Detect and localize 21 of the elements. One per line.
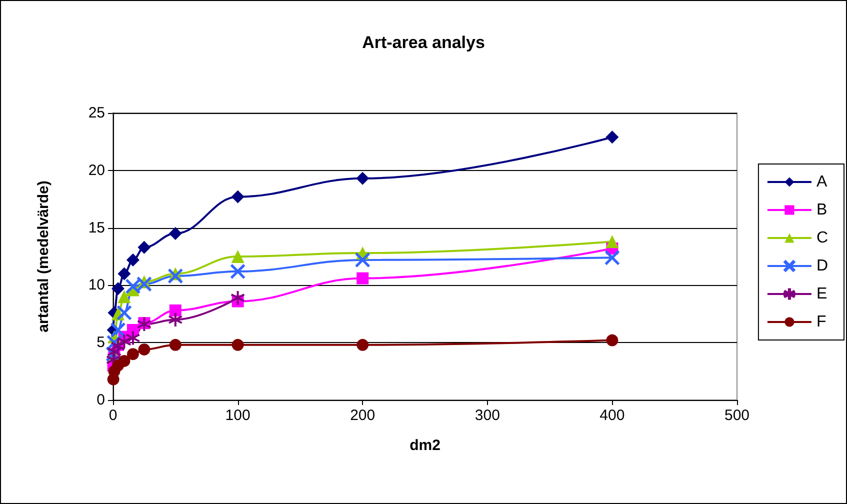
chart-title: Art-area analys xyxy=(362,33,485,52)
x-tick-label: 0 xyxy=(108,407,118,424)
legend-label: E xyxy=(816,286,828,302)
y-tick-label: 25 xyxy=(88,104,105,122)
y-tick-label: 10 xyxy=(88,276,105,294)
x-tick-label: 300 xyxy=(474,407,500,424)
x-axis-title: dm2 xyxy=(410,437,440,454)
y-tick-label: 20 xyxy=(88,162,105,179)
y-tick-label: 15 xyxy=(88,219,105,236)
legend-label: D xyxy=(816,258,828,274)
legend-label: A xyxy=(816,174,828,190)
legend-label: C xyxy=(816,230,828,246)
y-axis-title: artantal (medelvärde) xyxy=(35,180,52,332)
x-tick-label: 200 xyxy=(350,407,376,424)
x-tick-label: 500 xyxy=(724,407,750,424)
y-tick-label: 0 xyxy=(96,392,105,408)
legend-label: F xyxy=(816,314,826,330)
y-tick-label: 5 xyxy=(96,334,105,352)
x-tick-label: 100 xyxy=(225,407,250,424)
legend-label: B xyxy=(816,202,828,218)
x-tick-label: 400 xyxy=(600,407,625,424)
